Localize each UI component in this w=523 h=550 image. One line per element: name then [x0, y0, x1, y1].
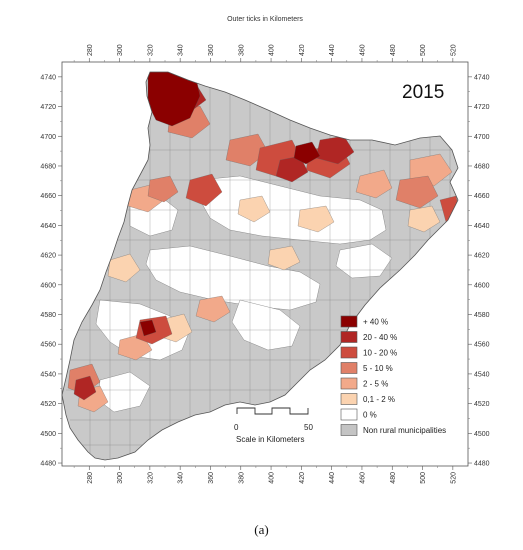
- right-axis-ticks: 4740 4720 4700 4680 4660 4640 4620 4600 4580 4560…: [468, 74, 490, 468]
- darkest-red-areas: [139, 72, 321, 337]
- legend-swatch: [340, 424, 358, 436]
- x-tick-label-top: 500: [420, 44, 427, 56]
- legend-label: 0,1 - 2 %: [363, 395, 395, 404]
- x-tick-label-bottom: 340: [178, 472, 185, 484]
- x-tick-label-bottom: 320: [147, 472, 154, 484]
- y-tick-label-right: 4720: [474, 104, 490, 111]
- legend-swatch: [340, 393, 358, 405]
- scale-bar: 0 50 Scale in Kilometers: [234, 407, 313, 444]
- x-tick-label-bottom: 520: [450, 472, 457, 484]
- y-tick-label-left: 4540: [40, 371, 56, 378]
- y-tick-label-right: 4520: [474, 401, 490, 408]
- y-tick-label-right: 4680: [474, 163, 490, 170]
- y-tick-label-right: 4560: [474, 342, 490, 349]
- y-tick-label-right: 4480: [474, 461, 490, 468]
- legend-label: 2 - 5 %: [363, 380, 388, 389]
- x-tick-label-top: 480: [390, 44, 397, 56]
- x-tick-label-top: 420: [299, 44, 306, 56]
- scale-start-label: 0: [234, 423, 239, 432]
- y-tick-label-right: 4740: [474, 74, 490, 81]
- frame-title: Outer ticks in Kilometers: [227, 16, 303, 23]
- x-tick-label-top: 320: [147, 44, 154, 56]
- x-tick-label-bottom: 280: [87, 472, 94, 484]
- left-axis-ticks: 4740 4720 4700 4680 4660 4640 4620 4600 4580 4560…: [40, 74, 62, 468]
- y-tick-label-left: 4740: [40, 74, 56, 81]
- y-tick-label-left: 4700: [40, 134, 56, 141]
- x-tick-label-bottom: 360: [208, 472, 215, 484]
- x-tick-label-bottom: 380: [238, 472, 245, 484]
- legend-swatch: [340, 331, 358, 343]
- bottom-axis-ticks: 280 300 320 340 360 380 400 420 440 460 480 500 520: [73, 466, 457, 484]
- x-tick-label-bottom: 420: [299, 472, 306, 484]
- legend-label: 5 - 10 %: [363, 364, 393, 373]
- x-tick-label-top: 520: [450, 44, 457, 56]
- legend-swatch: [340, 346, 358, 359]
- legend-label: 0 %: [363, 411, 377, 420]
- x-tick-label-top: 440: [329, 44, 336, 56]
- legend-label: Non rural municipalities: [363, 426, 446, 435]
- legend-swatch: [340, 377, 358, 390]
- y-tick-label-left: 4580: [40, 312, 56, 319]
- x-tick-label-top: 380: [238, 44, 245, 56]
- y-tick-label-right: 4580: [474, 312, 490, 319]
- y-tick-label-left: 4620: [40, 253, 56, 260]
- year-label: 2015: [402, 82, 444, 103]
- y-tick-label-left: 4660: [40, 193, 56, 200]
- y-tick-label-left: 4480: [40, 461, 56, 468]
- x-tick-label-top: 460: [359, 44, 366, 56]
- x-tick-label-top: 300: [117, 44, 124, 56]
- figure-caption: (a): [254, 522, 269, 537]
- y-tick-label-left: 4720: [40, 104, 56, 111]
- legend-label: + 40 %: [363, 318, 388, 327]
- y-tick-label-right: 4620: [474, 253, 490, 260]
- x-tick-label-top: 280: [87, 44, 94, 56]
- y-tick-label-right: 4500: [474, 431, 490, 438]
- y-tick-label-right: 4600: [474, 282, 490, 289]
- x-tick-label-bottom: 300: [117, 472, 124, 484]
- y-tick-label-right: 4700: [474, 134, 490, 141]
- scale-end-label: 50: [304, 423, 313, 432]
- y-tick-label-left: 4560: [40, 342, 56, 349]
- x-tick-label-top: 360: [208, 44, 215, 56]
- top-axis-ticks: 280 300 320 340 360 380 400 420 440 460 480 500 520: [73, 44, 457, 62]
- legend-swatch: [340, 408, 358, 421]
- x-tick-label-top: 400: [269, 44, 276, 56]
- legend-label: 10 - 20 %: [363, 349, 397, 358]
- x-tick-label-bottom: 480: [390, 472, 397, 484]
- legend: + 40 % 20 - 40 % 10 - 20 % 5 - 10 % 2 - 5 % 0…: [340, 315, 446, 436]
- legend-label: 20 - 40 %: [363, 333, 397, 342]
- y-tick-label-left: 4600: [40, 282, 56, 289]
- x-tick-label-top: 340: [178, 44, 185, 56]
- x-tick-label-bottom: 440: [329, 472, 336, 484]
- y-tick-label-right: 4540: [474, 371, 490, 378]
- x-tick-label-bottom: 500: [420, 472, 427, 484]
- y-tick-label-right: 4640: [474, 223, 490, 230]
- light-peach-areas: [107, 195, 441, 343]
- y-tick-label-right: 4660: [474, 193, 490, 200]
- y-tick-label-left: 4680: [40, 163, 56, 170]
- legend-swatch: [340, 362, 358, 374]
- scale-title: Scale in Kilometers: [236, 435, 304, 444]
- x-tick-label-bottom: 460: [359, 472, 366, 484]
- y-tick-label-left: 4500: [40, 431, 56, 438]
- y-tick-label-left: 4640: [40, 223, 56, 230]
- legend-swatch: [340, 315, 358, 328]
- y-tick-label-left: 4520: [40, 401, 56, 408]
- x-tick-label-bottom: 400: [269, 472, 276, 484]
